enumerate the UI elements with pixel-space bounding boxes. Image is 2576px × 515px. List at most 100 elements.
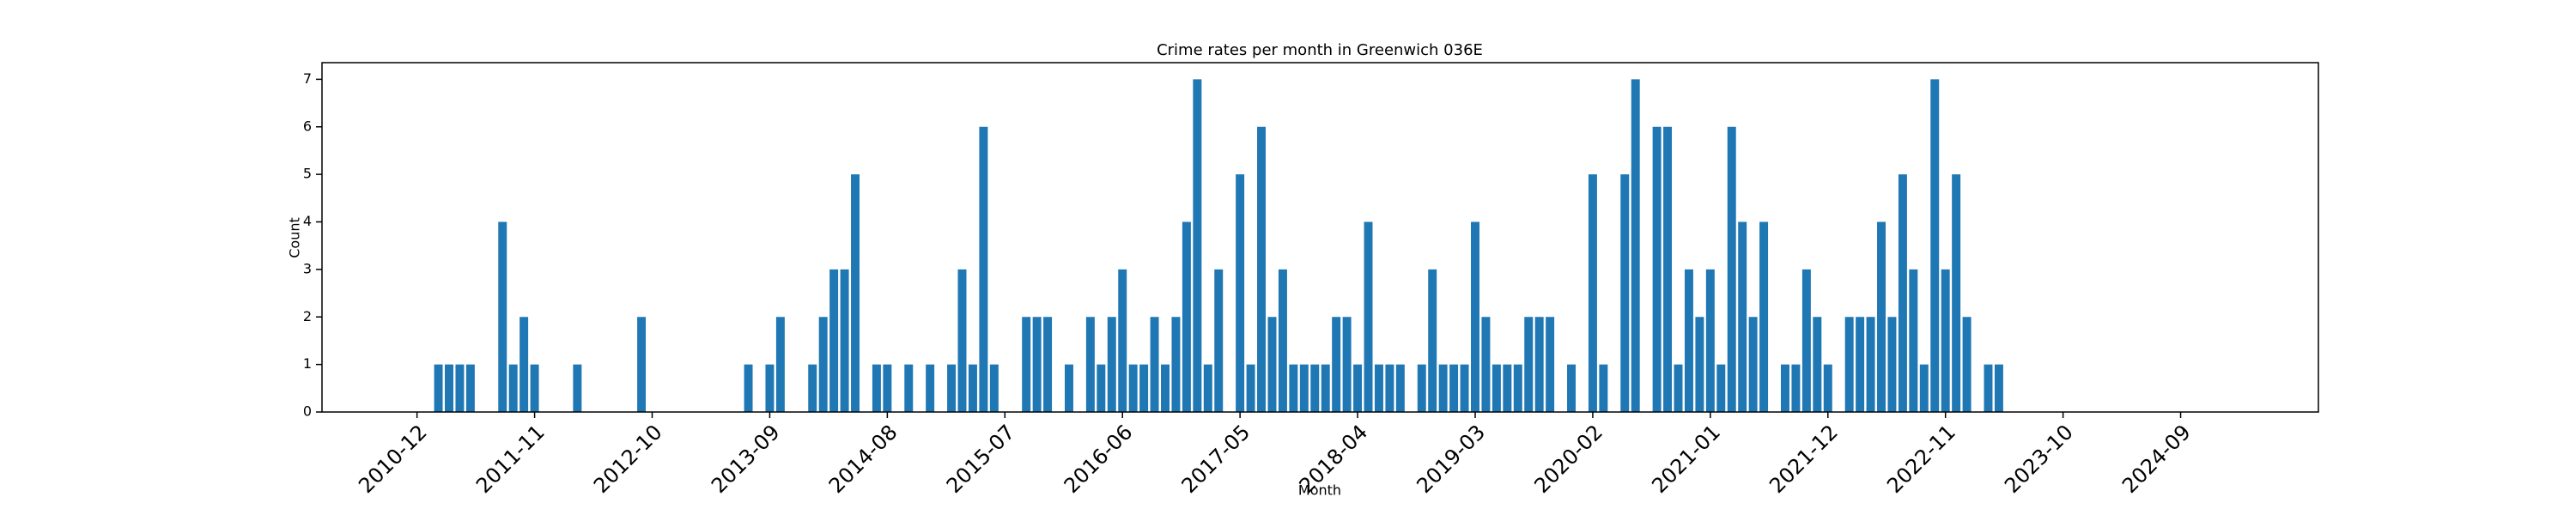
- chart-title: Crime rates per month in Greenwich 036E: [1157, 41, 1483, 59]
- y-tick-label: 5: [303, 166, 312, 182]
- y-tick-label: 6: [303, 118, 312, 134]
- bar: [1460, 364, 1469, 412]
- bar: [968, 364, 977, 412]
- x-tick-label: 2015-07: [942, 420, 1020, 498]
- x-tick-label: 2021-12: [1765, 420, 1843, 498]
- y-axis-label: Count: [287, 217, 303, 258]
- bar: [1118, 269, 1127, 412]
- bar: [1278, 269, 1287, 412]
- bar: [1695, 317, 1704, 412]
- bar: [1844, 317, 1854, 412]
- bar: [1705, 269, 1715, 412]
- bar: [808, 364, 817, 412]
- bar: [1748, 317, 1758, 412]
- bar: [1898, 174, 1907, 412]
- bar: [1866, 317, 1875, 412]
- bar: [1994, 364, 2003, 412]
- x-tick-label: 2016-06: [1060, 420, 1138, 498]
- bar: [1139, 364, 1149, 412]
- bar: [434, 364, 443, 412]
- bar: [1513, 364, 1522, 412]
- bar: [1919, 364, 1929, 412]
- bar: [957, 269, 967, 412]
- x-tick-label: 2011-11: [471, 420, 550, 498]
- bar: [1150, 317, 1159, 412]
- bar: [1097, 364, 1106, 412]
- bar: [1353, 364, 1363, 412]
- y-tick-label: 7: [303, 70, 312, 87]
- bar: [1085, 317, 1095, 412]
- bar: [1588, 174, 1597, 412]
- bar: [1941, 269, 1950, 412]
- bar: [1823, 364, 1832, 412]
- bar: [1877, 221, 1886, 412]
- bar: [989, 364, 999, 412]
- bar: [1289, 364, 1298, 412]
- x-axis-label: Month: [1298, 482, 1341, 499]
- bar: [1171, 317, 1181, 412]
- bar: [1374, 364, 1383, 412]
- bar: [1193, 79, 1202, 412]
- bar: [530, 364, 539, 412]
- bar: [1481, 317, 1491, 412]
- bar: [1716, 364, 1726, 412]
- bar: [818, 317, 828, 412]
- bar: [1064, 364, 1073, 412]
- bar: [883, 364, 892, 412]
- bar: [1471, 221, 1479, 412]
- bar: [1759, 221, 1769, 412]
- bar: [1909, 269, 1918, 412]
- bar: [851, 174, 860, 412]
- bar: [840, 269, 849, 412]
- bar: [455, 364, 465, 412]
- bar: [1801, 269, 1811, 412]
- x-tick-label: 2017-05: [1177, 420, 1255, 498]
- y-tick-label: 4: [303, 213, 312, 229]
- bar: [498, 221, 507, 412]
- bar: [1449, 364, 1459, 412]
- bar: [1257, 126, 1267, 412]
- bar: [1962, 317, 1971, 412]
- bar: [1022, 317, 1031, 412]
- x-tick-label: 2013-09: [707, 420, 785, 498]
- bar: [1161, 364, 1170, 412]
- bar: [1727, 126, 1736, 412]
- y-tick-label: 2: [303, 308, 312, 324]
- plot-frame: [321, 62, 2319, 413]
- bar: [1428, 269, 1437, 412]
- bar: [1438, 364, 1448, 412]
- bar: [1107, 317, 1116, 412]
- bar: [979, 126, 988, 412]
- x-tick-label: 2024-09: [2117, 420, 2196, 498]
- bar: [926, 364, 935, 412]
- bar: [508, 364, 518, 412]
- bar: [829, 269, 839, 412]
- x-tick-label: 2022-11: [1882, 420, 1960, 498]
- bar: [1952, 174, 1961, 412]
- bar: [1043, 317, 1053, 412]
- bar: [775, 317, 785, 412]
- bar: [1182, 221, 1191, 412]
- bar: [637, 317, 647, 412]
- bar: [1781, 364, 1789, 412]
- bar: [1246, 364, 1255, 412]
- y-tick-label: 1: [303, 355, 312, 372]
- bar: [1492, 364, 1501, 412]
- x-tick-label: 2014-08: [824, 420, 902, 498]
- bar: [1984, 364, 1993, 412]
- bar: [1738, 221, 1747, 412]
- bar: [1321, 364, 1330, 412]
- bar: [1791, 364, 1801, 412]
- bar: [1887, 317, 1897, 412]
- bar: [1856, 317, 1865, 412]
- x-tick-label: 2019-03: [1412, 420, 1490, 498]
- x-tick-label: 2021-01: [1647, 420, 1725, 498]
- bar: [1524, 317, 1534, 412]
- bar: [1236, 174, 1245, 412]
- bar: [519, 317, 529, 412]
- bar: [1385, 364, 1394, 412]
- bar: [1364, 221, 1373, 412]
- bar: [1534, 317, 1544, 412]
- bar: [1299, 364, 1309, 412]
